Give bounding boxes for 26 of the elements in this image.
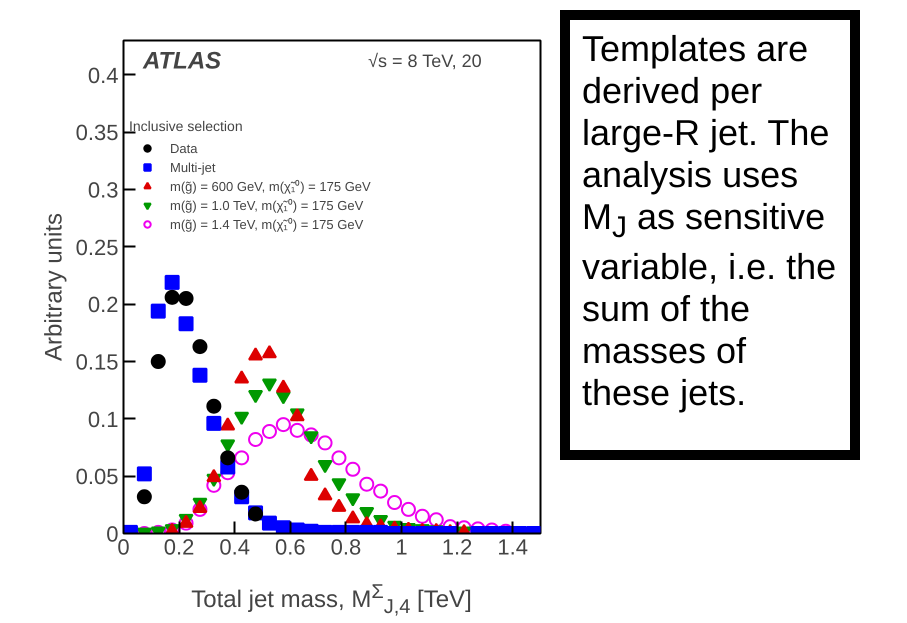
legend-title: Inclusive selection [129,118,244,134]
legend-label: m(g̃) = 1.4 TeV, m(χ̃₁⁰) = 175 GeV [170,216,364,233]
annotation: ATLAS [142,48,222,75]
y-tick-label: 0.2 [88,292,119,318]
y-tick-label: 0.05 [76,464,119,490]
y-tick-label: 0.15 [76,350,119,375]
y-tick-label: 0.35 [76,120,119,146]
legend-label: m(g̃) = 1.0 TeV, m(χ̃₁⁰) = 175 GeV [170,197,364,214]
y-tick-label: 0.4 [88,62,119,88]
x-axis-title: Total jet mass, M$^{Σ}$$_{J,4}$ [TeV] [191,580,472,620]
x-tick-label: 0.8 [330,534,362,560]
legend-label: m(g̃) = 600 GeV, m(χ̃₁⁰) = 175 GeV [170,178,371,195]
y-tick-label: 0.3 [88,178,119,203]
x-tick-label: 1 [395,534,408,560]
x-tick-label: 0.2 [164,534,194,560]
legend-label: Multi-jet [170,158,216,176]
x-tick-label: 0.6 [275,534,306,560]
x-tick-label: 1.2 [442,534,472,560]
annotation: √s = 8 TeV, 20 [368,51,482,72]
x-tick-label: 0.4 [219,534,250,560]
text: Templates are derived per large-R jet. The analysis uses M$_{J}$ as sensitive variable, i.e. the sum of the masses of these jets. [582,28,836,414]
y-tick-label: 0.1 [88,406,119,432]
y-tick-label: 0.25 [76,234,119,260]
x-tick-label: 1.4 [497,534,528,560]
legend-label: Data [170,140,198,157]
y-axis-title: Arbitrary units [40,212,68,362]
